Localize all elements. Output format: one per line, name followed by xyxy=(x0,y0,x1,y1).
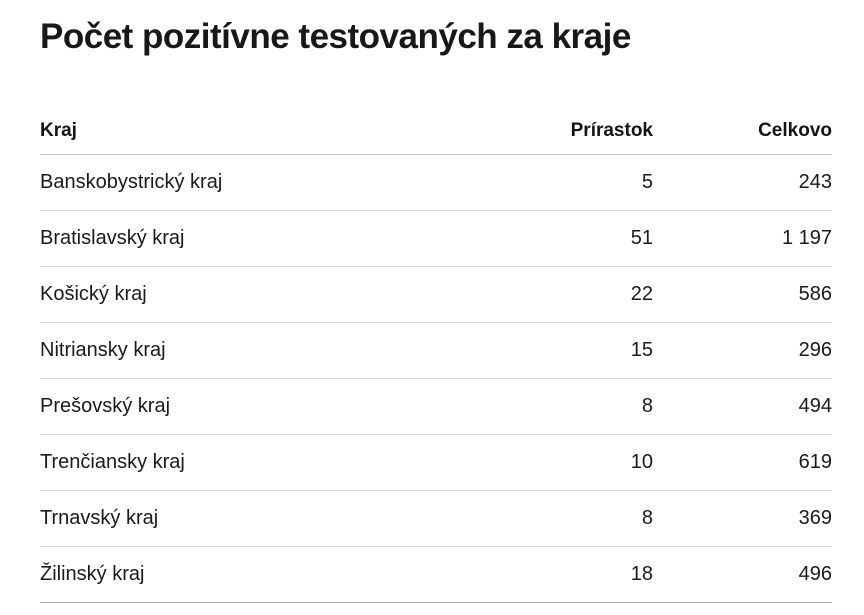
table-row: Košický kraj 22 586 xyxy=(40,266,832,323)
increase-value-cell: 8 xyxy=(485,490,653,547)
total-value-cell: 494 xyxy=(653,378,832,435)
region-name-cell: Nitriansky kraj xyxy=(40,322,485,379)
table-body: Banskobystrický kraj 5 243 Bratislavský … xyxy=(40,154,832,603)
table-header: Kraj Prírastok Celkovo xyxy=(40,108,832,155)
table-row: Žilinský kraj 18 496 xyxy=(40,546,832,603)
regions-table: Kraj Prírastok Celkovo Banskobystrický k… xyxy=(40,108,832,603)
increase-value-cell: 8 xyxy=(485,378,653,435)
table-header-row: Kraj Prírastok Celkovo xyxy=(40,108,832,155)
region-name-cell: Bratislavský kraj xyxy=(40,210,485,267)
page-title: Počet pozitívne testovaných za kraje xyxy=(40,17,631,56)
column-header-celkovo: Celkovo xyxy=(653,108,832,155)
total-value-cell: 296 xyxy=(653,322,832,379)
increase-value-cell: 22 xyxy=(485,266,653,323)
increase-value-cell: 18 xyxy=(485,546,653,603)
table-row: Nitriansky kraj 15 296 xyxy=(40,322,832,379)
total-value-cell: 586 xyxy=(653,266,832,323)
table-row: Bratislavský kraj 51 1 197 xyxy=(40,210,832,267)
region-name-cell: Žilinský kraj xyxy=(40,546,485,603)
column-header-prirastok: Prírastok xyxy=(485,108,653,155)
region-name-cell: Trnavský kraj xyxy=(40,490,485,547)
table-row: Banskobystrický kraj 5 243 xyxy=(40,154,832,211)
increase-value-cell: 15 xyxy=(485,322,653,379)
table-row: Trnavský kraj 8 369 xyxy=(40,490,832,547)
table-row: Prešovský kraj 8 494 xyxy=(40,378,832,435)
region-name-cell: Trenčiansky kraj xyxy=(40,434,485,491)
region-name-cell: Košický kraj xyxy=(40,266,485,323)
region-name-cell: Prešovský kraj xyxy=(40,378,485,435)
increase-value-cell: 10 xyxy=(485,434,653,491)
total-value-cell: 369 xyxy=(653,490,832,547)
increase-value-cell: 5 xyxy=(485,154,653,211)
column-header-kraj: Kraj xyxy=(40,108,485,155)
increase-value-cell: 51 xyxy=(485,210,653,267)
region-name-cell: Banskobystrický kraj xyxy=(40,154,485,211)
total-value-cell: 243 xyxy=(653,154,832,211)
total-value-cell: 1 197 xyxy=(653,210,832,267)
total-value-cell: 496 xyxy=(653,546,832,603)
total-value-cell: 619 xyxy=(653,434,832,491)
table-row: Trenčiansky kraj 10 619 xyxy=(40,434,832,491)
